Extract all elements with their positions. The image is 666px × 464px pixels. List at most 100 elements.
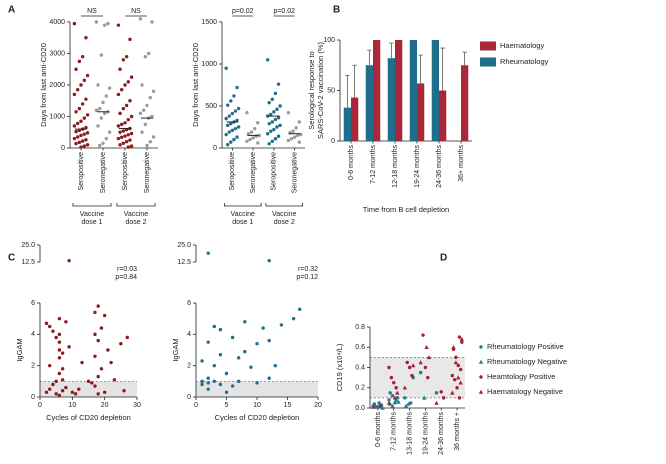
point xyxy=(145,143,149,148)
point xyxy=(256,141,260,145)
x-tick-label: 24-36 months xyxy=(436,145,443,188)
point xyxy=(121,141,126,145)
bar xyxy=(395,40,403,141)
point xyxy=(142,108,146,112)
point xyxy=(140,83,144,87)
point xyxy=(267,376,271,380)
point xyxy=(48,363,52,368)
point xyxy=(121,58,126,62)
point xyxy=(93,310,97,315)
point xyxy=(248,137,252,142)
x-tick-label: Seronegative xyxy=(291,152,298,193)
point xyxy=(140,130,144,134)
point xyxy=(460,340,464,344)
point xyxy=(104,136,109,141)
x-tick-label: 0 xyxy=(194,402,198,409)
point xyxy=(96,124,100,128)
y-tick-label: 12.5 xyxy=(177,259,191,266)
y-tick-label: 1500 xyxy=(201,19,217,26)
point xyxy=(230,335,235,340)
point xyxy=(151,89,156,94)
point xyxy=(106,21,110,26)
point xyxy=(386,400,392,405)
point xyxy=(79,133,83,138)
point xyxy=(143,122,148,127)
point xyxy=(232,94,236,98)
point xyxy=(76,121,80,126)
x-tick-label: 12-18 months xyxy=(392,145,399,188)
point xyxy=(450,373,455,378)
x-tick-label: Seropositive xyxy=(78,152,85,191)
point xyxy=(265,58,270,62)
point xyxy=(289,137,294,141)
y-tick-label: 2000 xyxy=(49,82,65,89)
annotation: p=0.12 xyxy=(296,274,318,281)
point xyxy=(96,83,100,87)
bar xyxy=(387,58,395,141)
point xyxy=(206,340,210,344)
point xyxy=(60,389,65,393)
point xyxy=(51,382,55,387)
point xyxy=(85,113,90,117)
point xyxy=(77,140,82,145)
point xyxy=(402,385,408,390)
point xyxy=(129,144,134,148)
point xyxy=(101,141,105,145)
point xyxy=(378,404,382,408)
x-tick-label: 5 xyxy=(225,402,229,409)
point xyxy=(224,116,228,121)
point xyxy=(128,99,132,103)
point xyxy=(112,378,117,382)
x-axis-label: Cycles of CD20 depletion xyxy=(215,413,300,422)
point xyxy=(98,106,102,111)
point xyxy=(455,386,459,390)
y-tick-label: 2 xyxy=(31,363,35,370)
annotation: NS xyxy=(87,8,97,15)
point xyxy=(456,363,460,368)
point xyxy=(64,385,68,390)
y-tick-label: 0.8 xyxy=(355,324,365,331)
point xyxy=(229,140,233,144)
point xyxy=(392,395,398,400)
y-tick-label: 1000 xyxy=(201,61,217,68)
point xyxy=(60,351,65,355)
x-axis-label: Time from B cell depletion xyxy=(363,205,449,214)
point xyxy=(93,332,97,337)
x-tick-label: 20 xyxy=(314,402,322,409)
point xyxy=(270,97,275,101)
legend-swatch xyxy=(480,57,496,67)
point xyxy=(76,135,80,139)
group-bracket xyxy=(265,203,304,207)
point xyxy=(393,397,399,402)
y-tick-label: 0 xyxy=(61,145,65,152)
x-tick-label: Seropositive xyxy=(271,152,278,191)
point xyxy=(212,379,216,384)
point xyxy=(85,143,90,147)
point xyxy=(396,399,401,404)
point xyxy=(421,333,425,337)
group-label: Vaccine xyxy=(231,211,255,218)
point xyxy=(138,17,143,21)
point xyxy=(118,143,122,147)
point xyxy=(286,138,291,143)
point xyxy=(229,121,233,126)
point xyxy=(126,117,130,122)
point xyxy=(138,111,143,116)
legend-swatch xyxy=(480,41,496,51)
point xyxy=(90,381,94,385)
point xyxy=(119,342,123,346)
point xyxy=(226,142,230,147)
legend-marker xyxy=(478,389,484,394)
point xyxy=(80,139,85,143)
legend-label: Rheumatology Positive xyxy=(487,342,564,351)
point xyxy=(57,393,62,398)
point xyxy=(291,316,296,321)
point xyxy=(265,132,270,136)
point xyxy=(246,132,251,136)
group-label: dose 1 xyxy=(81,219,102,226)
point xyxy=(236,106,241,111)
group-label: dose 1 xyxy=(232,219,253,226)
legend-label: Haematology Negative xyxy=(487,387,563,396)
point xyxy=(270,139,275,143)
x-tick-label: 24-36 months xyxy=(438,412,445,455)
